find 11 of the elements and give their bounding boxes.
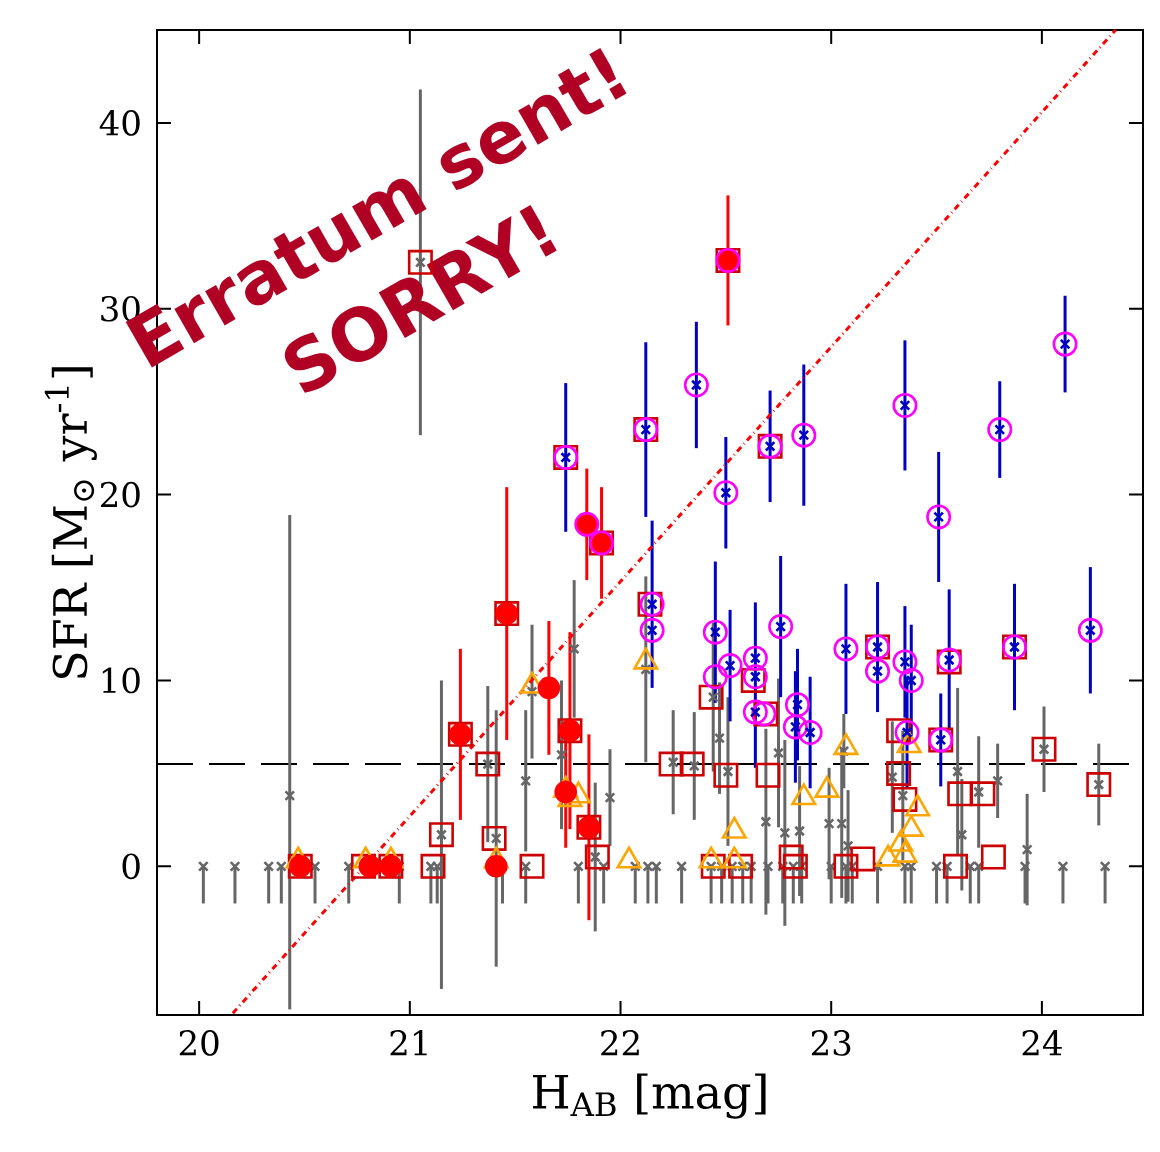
x-tick-label: 21 — [390, 1030, 427, 1056]
y-tick-label: 10 — [102, 667, 140, 694]
y-axis-title: SFR [M$_{⊙}$ yr$^{-1}$] — [44, 367, 97, 678]
x-tick-label: 22 — [601, 1030, 639, 1056]
x-tick-label: 23 — [811, 1030, 851, 1056]
x-tick-label: 24 — [1022, 1030, 1062, 1056]
x-axis-title: H$_{AB}$ [mag] — [533, 1073, 766, 1119]
x-tick-label: 20 — [179, 1030, 219, 1056]
y-tick-label: 20 — [101, 481, 140, 508]
y-tick-label: 0 — [122, 853, 140, 880]
y-tick-label: 40 — [99, 110, 140, 136]
